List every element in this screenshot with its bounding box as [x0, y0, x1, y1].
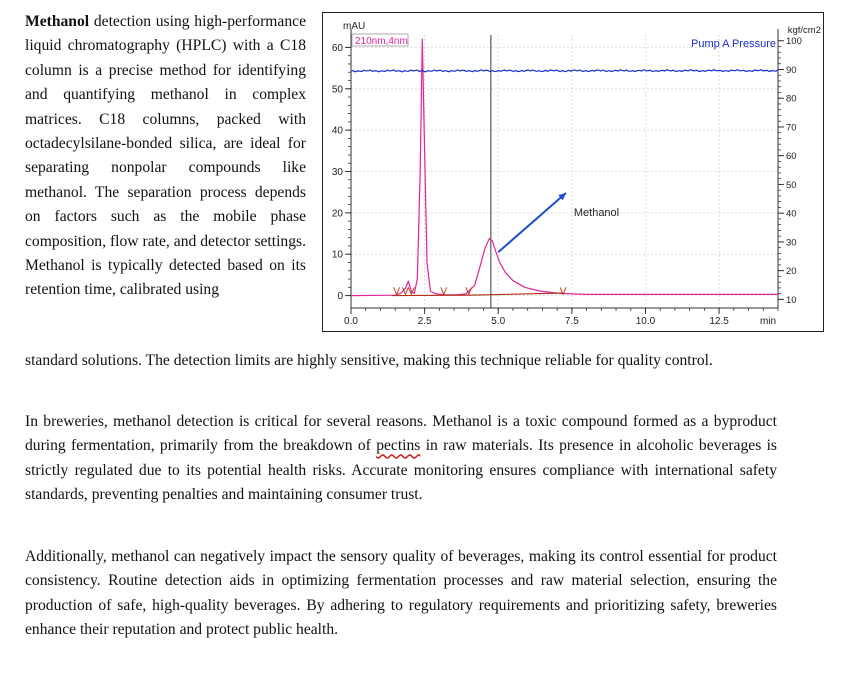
y-right-tick-label: 100: [786, 36, 802, 47]
y-right-tick-label: 80: [786, 94, 797, 105]
y-left-tick-label: 60: [332, 43, 344, 54]
x-tick-label: 10.0: [636, 316, 656, 327]
methanol-arrow-head: [558, 193, 566, 201]
intro-text: detection using high-performance liquid …: [25, 13, 306, 299]
integration-mark: [407, 287, 415, 296]
paragraph2-text-start: In breweries, methanol detection is crit…: [25, 413, 777, 455]
detector-label-box: [351, 33, 409, 47]
series-line: [350, 38, 778, 297]
x-tick-label: 0.0: [344, 316, 358, 327]
hplc-chromatogram: 0.0 2.5 5.0 7.5 10.0 12.5 min 0 10 20 30 40 50 60 mAU 1…: [322, 12, 824, 332]
y-right-tick-label: 20: [786, 266, 797, 277]
integration-mark: [402, 287, 409, 296]
y-right-tick-label: 90: [786, 65, 797, 76]
integration-mark: [440, 287, 448, 296]
paragraph-breweries: In breweries, methanol detection is crit…: [25, 410, 777, 508]
y-left-tick-label: 40: [332, 126, 344, 137]
y-right-tick-label: 60: [786, 151, 797, 162]
chromatogram-svg: 0.0 2.5 5.0 7.5 10.0 12.5 min 0 10 20 30 40 50 60 mAU 1…: [332, 21, 821, 327]
x-tick-label: 2.5: [418, 316, 432, 327]
y-right-tick-label: 30: [786, 237, 797, 248]
x-tick-label: 12.5: [709, 316, 729, 327]
paragraph-sensory-quality: Additionally, methanol can negatively im…: [25, 548, 777, 639]
intro-paragraph: Methanol detection using high-performanc…: [25, 10, 306, 303]
y-left-tick-label: 10: [332, 250, 344, 261]
intro-continuation: standard solutions. The detection limits…: [25, 352, 713, 369]
methanol-annotation: Methanol: [574, 207, 619, 219]
integration-mark: [465, 287, 473, 296]
series-line: [392, 292, 564, 297]
y-right-tick-label: 40: [786, 209, 797, 220]
y-right-tick-label: 70: [786, 122, 797, 133]
y-left-tick-label: 0: [337, 291, 343, 302]
integration-mark: [559, 287, 567, 296]
x-tick-label: 5.0: [491, 316, 505, 327]
spellcheck-flagged-word[interactable]: pectins: [376, 437, 421, 455]
y-left-tick-label: 50: [332, 84, 344, 95]
detector-label: 210nm,4nm: [355, 36, 408, 47]
y-left-tick-label: 30: [332, 167, 344, 178]
intro-lead-word: Methanol: [25, 13, 90, 30]
x-axis-label: min: [760, 316, 776, 327]
paragraph2-text-end: in raw materials. Its presence in alcoho…: [25, 437, 777, 504]
y-left-tick-label: 20: [332, 208, 344, 219]
x-tick-label: 7.5: [565, 316, 579, 327]
y-right-axis-label: kgf/cm2: [788, 25, 821, 36]
y-right-tick-label: 50: [786, 180, 797, 191]
integration-mark: [393, 287, 401, 296]
series-line: [350, 68, 779, 73]
y-left-axis-label: mAU: [343, 21, 365, 32]
pressure-label: Pump A Pressure: [691, 38, 776, 50]
methanol-arrow-line: [497, 192, 567, 253]
y-right-tick-label: 10: [786, 295, 797, 306]
